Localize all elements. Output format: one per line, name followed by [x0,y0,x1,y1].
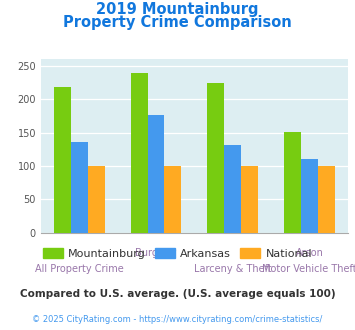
Bar [241,166,258,233]
Bar [224,145,241,233]
Text: Arson: Arson [296,248,323,257]
Bar [131,73,148,233]
Text: Compared to U.S. average. (U.S. average equals 100): Compared to U.S. average. (U.S. average … [20,289,335,299]
Bar [54,87,71,233]
Text: 2019 Mountainburg: 2019 Mountainburg [96,2,259,16]
Legend: Mountainburg, Arkansas, National: Mountainburg, Arkansas, National [38,244,317,263]
Bar [71,142,88,233]
Text: All Property Crime: All Property Crime [35,264,124,274]
Text: Burglary: Burglary [135,248,177,257]
Bar [284,132,301,233]
Text: © 2025 CityRating.com - https://www.cityrating.com/crime-statistics/: © 2025 CityRating.com - https://www.city… [32,315,323,324]
Bar [88,166,104,233]
Text: Larceny & Theft: Larceny & Theft [194,264,272,274]
Bar [318,166,335,233]
Bar [207,83,224,233]
Bar [301,159,318,233]
Bar [164,166,181,233]
Text: Property Crime Comparison: Property Crime Comparison [63,15,292,30]
Text: Motor Vehicle Theft: Motor Vehicle Theft [262,264,355,274]
Bar [148,115,164,233]
